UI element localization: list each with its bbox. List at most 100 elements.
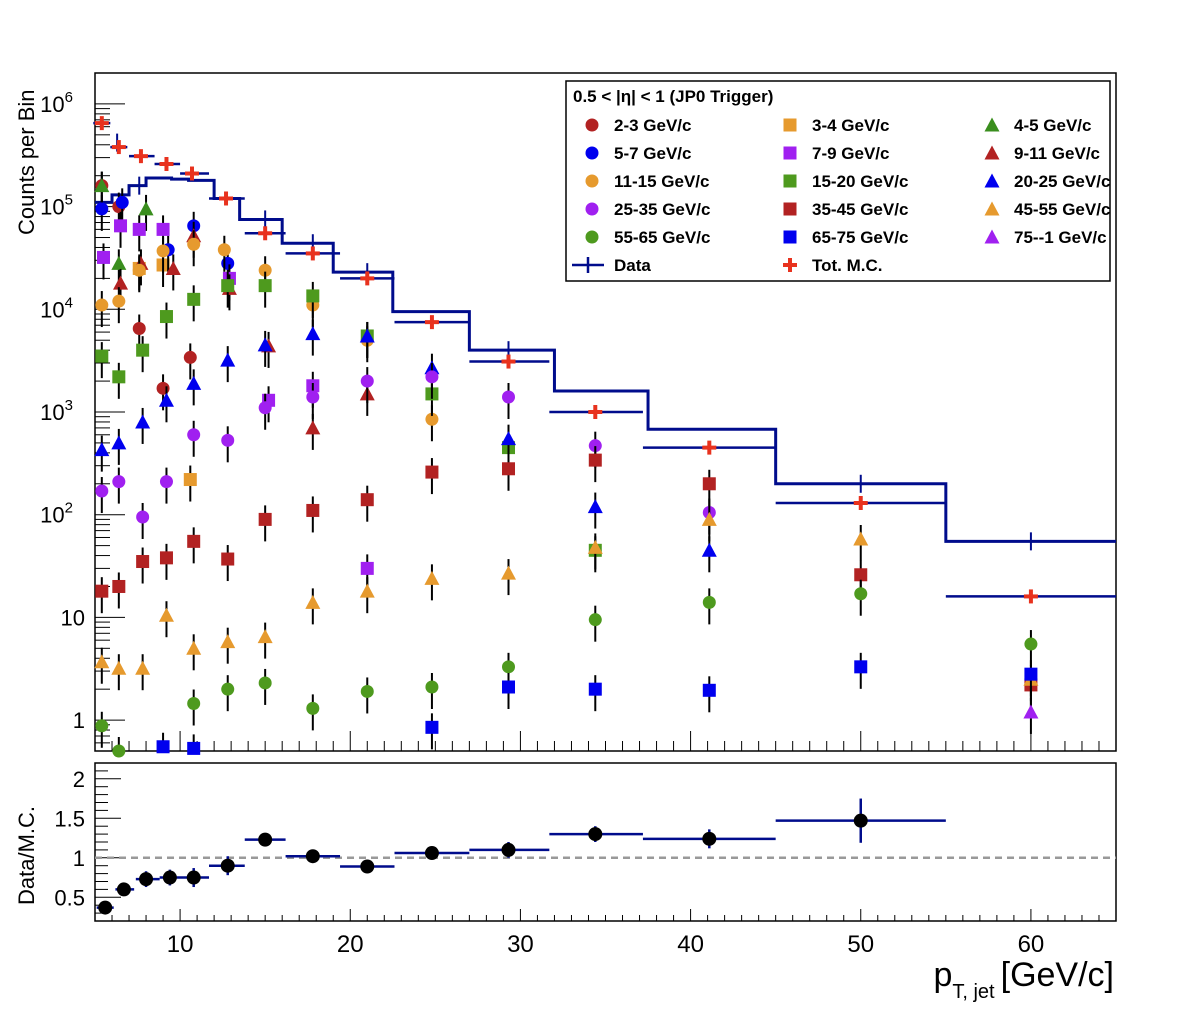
legend-marker-15-20-gev-c xyxy=(783,174,797,188)
point-15-20-gev-c xyxy=(112,370,126,384)
point-11-15-gev-c xyxy=(132,263,146,277)
point-20-25-gev-c xyxy=(220,352,236,367)
point-45-55-gev-c xyxy=(501,565,517,580)
point-20-25-gev-c xyxy=(158,392,174,407)
point-45-55-gev-c xyxy=(111,660,127,675)
point-20-25-gev-c xyxy=(701,542,717,557)
point-11-15-gev-c xyxy=(217,243,231,257)
point-5-7-gev-c xyxy=(221,256,235,270)
ratio-point xyxy=(702,831,717,846)
point-45-55-gev-c xyxy=(359,583,375,598)
legend-marker-5-7-gev-c xyxy=(585,146,599,160)
y-tick-label: 1.5 xyxy=(54,806,85,831)
point-45-55-gev-c xyxy=(94,654,110,669)
point-15-20-gev-c xyxy=(159,310,173,324)
point-35-45-gev-c xyxy=(187,534,201,548)
ratio-plot-frame xyxy=(94,762,1117,922)
ratio-point xyxy=(258,832,273,847)
point-35-45-gev-c xyxy=(854,568,868,582)
point-55-65-gev-c xyxy=(258,676,272,690)
point-65-75-gev-c xyxy=(187,741,201,755)
x-tick-label: 60 xyxy=(1018,931,1045,958)
point-3-4-gev-c xyxy=(183,473,197,487)
legend-marker-7-9-gev-c xyxy=(783,146,797,160)
point-11-15-gev-c xyxy=(95,298,109,312)
point-25-35-gev-c xyxy=(258,401,272,415)
top-y-axis-label: Counts per Bin xyxy=(14,89,39,235)
point-4-5-gev-c xyxy=(94,178,110,193)
legend-label-mc: Tot. M.C. xyxy=(812,256,883,275)
point-25-35-gev-c xyxy=(502,390,516,404)
legend: 0.5 < |η| < 1 (JP0 Trigger) 2-3 GeV/c 3-4… xyxy=(565,80,1111,282)
x-tick-label: 50 xyxy=(847,931,874,958)
legend-label: 3-4 GeV/c xyxy=(812,116,890,135)
legend-label: 9-11 GeV/c xyxy=(1014,144,1100,163)
point-7-9-gev-c xyxy=(156,222,170,236)
point-7-9-gev-c xyxy=(97,250,111,264)
point-25-35-gev-c xyxy=(360,374,374,388)
ratio-point xyxy=(501,842,516,857)
point-2-3-gev-c xyxy=(183,350,197,364)
legend-marker-35-45-gev-c xyxy=(783,202,797,216)
point-55-65-gev-c xyxy=(588,613,602,627)
point-65-75-gev-c xyxy=(702,683,716,697)
point-7-9-gev-c xyxy=(114,219,128,233)
point-35-45-gev-c xyxy=(95,584,109,598)
point-11-15-gev-c xyxy=(425,412,439,426)
y-tick-label-base: 10 xyxy=(40,92,64,117)
y-tick-label: 103 xyxy=(40,397,73,425)
legend-marker-2-3-gev-c xyxy=(585,118,599,132)
legend-marker-65-75-gev-c xyxy=(783,230,797,244)
point-35-45-gev-c xyxy=(502,462,516,476)
y-tick-label: 106 xyxy=(40,89,73,117)
legend-marker-75-1-gev-c xyxy=(984,229,1000,244)
point-15-20-gev-c xyxy=(95,349,109,363)
point-35-45-gev-c xyxy=(588,453,602,467)
point-45-55-gev-c xyxy=(257,629,273,644)
ratio-point xyxy=(360,859,375,874)
point-35-45-gev-c xyxy=(136,555,150,569)
legend-marker-11-15-gev-c xyxy=(585,174,599,188)
point-4-5-gev-c xyxy=(138,201,154,216)
x-tick-label: 30 xyxy=(507,931,534,958)
point-35-45-gev-c xyxy=(306,503,320,517)
ratio-axis-ticks: 10 20 30 40 50 60 0.5 1 1.5 2 xyxy=(54,762,1117,958)
ratio-point xyxy=(853,813,868,828)
legend-label: 7-9 GeV/c xyxy=(812,144,890,163)
point-45-55-gev-c xyxy=(158,607,174,622)
point-20-25-gev-c xyxy=(111,435,127,450)
ratio-point xyxy=(139,872,154,887)
point-4-5-gev-c xyxy=(111,255,127,270)
point-45-55-gev-c xyxy=(186,640,202,655)
legend-marker-45-55-gev-c xyxy=(984,201,1000,216)
point-20-25-gev-c xyxy=(257,337,273,352)
y-tick-label-base: 10 xyxy=(40,195,64,220)
point-25-35-gev-c xyxy=(588,439,602,453)
legend-box xyxy=(565,80,1111,282)
point-15-20-gev-c xyxy=(136,343,150,357)
y-tick-label: 104 xyxy=(40,294,73,322)
legend-marker-55-65-gev-c xyxy=(585,230,599,244)
legend-label-data: Data xyxy=(614,256,651,275)
point-35-45-gev-c xyxy=(360,493,374,507)
point-25-35-gev-c xyxy=(187,428,201,442)
point-9-11-gev-c xyxy=(113,275,129,290)
legend-header: 0.5 < |η| < 1 (JP0 Trigger) xyxy=(573,87,773,106)
point-35-45-gev-c xyxy=(112,579,126,593)
x-tick-label: 40 xyxy=(677,931,704,958)
point-55-65-gev-c xyxy=(854,587,868,601)
y-tick-label-base: 10 xyxy=(40,400,64,425)
point-20-25-gev-c xyxy=(186,375,202,390)
point-55-65-gev-c xyxy=(1024,637,1038,651)
point-45-55-gev-c xyxy=(135,660,151,675)
point-65-75-gev-c xyxy=(1024,667,1038,681)
y-tick-label: 105 xyxy=(40,192,73,220)
ratio-y-axis-label: Data/M.C. xyxy=(14,806,39,905)
point-2-3-gev-c xyxy=(156,381,170,395)
point-45-55-gev-c xyxy=(220,634,236,649)
data-histogram-line xyxy=(95,176,1116,543)
point-15-20-gev-c xyxy=(221,279,235,293)
ratio-point xyxy=(98,900,113,915)
ratio-point xyxy=(220,858,235,873)
